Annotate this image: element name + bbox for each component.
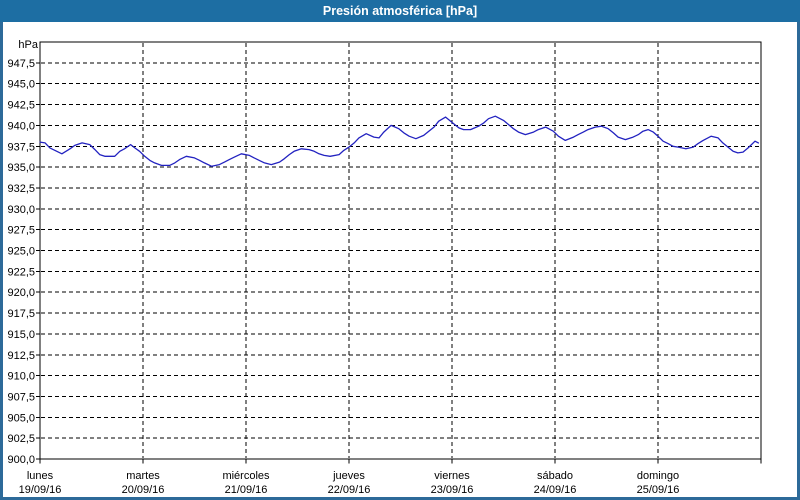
y-tick-label: 917,5 [7,308,35,320]
y-tick-label: 937,5 [7,141,35,153]
x-date-label: 22/09/16 [328,484,371,496]
x-date-label: 24/09/16 [534,484,577,496]
y-tick-label: 927,5 [7,225,35,237]
y-tick-label: 912,5 [7,350,35,362]
window-border-bottom [0,497,800,500]
x-day-label: viernes [434,470,470,482]
x-date-label: 19/09/16 [19,484,62,496]
x-day-label: domingo [637,470,679,482]
x-day-label: sábado [537,470,573,482]
y-tick-label: 905,0 [7,412,35,424]
y-tick-label: 930,0 [7,204,35,216]
x-day-label: jueves [332,470,365,482]
chart-title: Presión atmosférica [hPa] [322,4,478,18]
y-tick-label: 920,0 [7,287,35,299]
x-date-label: 23/09/16 [431,484,474,496]
y-tick-label: 935,0 [7,162,35,174]
x-date-label: 20/09/16 [122,484,165,496]
y-tick-label: 932,5 [7,183,35,195]
y-tick-label: 907,5 [7,391,35,403]
y-tick-label: 925,0 [7,246,35,258]
x-day-label: martes [126,470,160,482]
y-tick-label: 947,5 [7,58,35,70]
title-bar: Presión atmosférica [hPa] [0,0,800,22]
y-tick-label: 910,0 [7,371,35,383]
window-border-right [797,22,800,500]
y-tick-label: 900,0 [7,454,35,466]
pressure-series-line [39,115,760,167]
y-axis-unit-label: hPa [18,39,38,51]
y-tick-label: 942,5 [7,100,35,112]
y-tick-label: 922,5 [7,266,35,278]
y-tick-label: 945,0 [7,79,35,91]
x-day-label: miércoles [222,470,270,482]
y-tick-label: 902,5 [7,433,35,445]
window-border-left [0,22,3,500]
y-tick-label: 940,0 [7,120,35,132]
x-date-label: 25/09/16 [637,484,680,496]
y-tick-label: 915,0 [7,329,35,341]
x-day-label: lunes [27,470,54,482]
x-date-label: 21/09/16 [225,484,268,496]
